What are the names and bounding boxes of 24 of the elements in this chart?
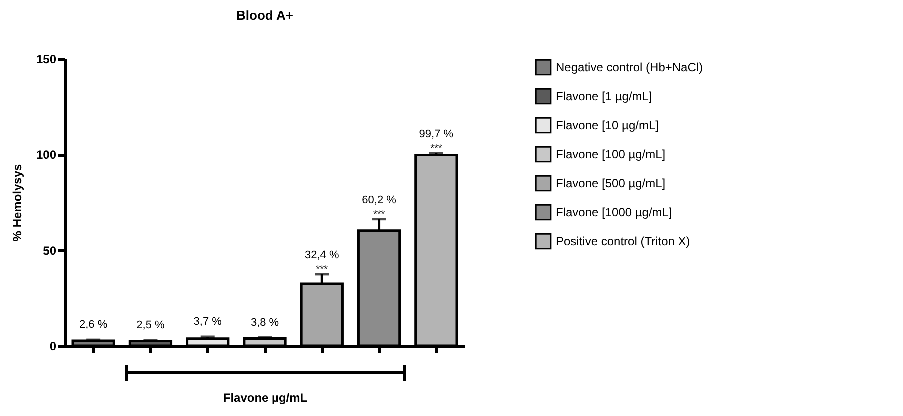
- legend-label: Positive control (Triton X): [556, 234, 690, 248]
- data-label: 60,2 %: [362, 194, 397, 206]
- legend-label: Flavone [1000 µg/mL]: [556, 206, 672, 220]
- y-tick-label: 50: [43, 244, 57, 258]
- y-tick-label: 0: [50, 340, 57, 354]
- legend-label: Negative control (Hb+NaCl): [556, 60, 704, 74]
- data-label: 3,8 %: [250, 316, 280, 329]
- annotation: ***: [373, 209, 386, 220]
- y-axis-title: % Hemolysys: [10, 164, 24, 242]
- annotation: ***: [316, 264, 328, 276]
- legend-label: Flavone [500 µg/mL]: [556, 176, 666, 190]
- data-label: 2,6 %: [80, 319, 108, 332]
- legend-label: Flavone [10 µg/mL]: [556, 118, 659, 132]
- y-tick-label: 150: [36, 52, 57, 66]
- legend-label: Flavone [100 µg/mL]: [556, 148, 666, 162]
- y-tick-label: 100: [36, 148, 57, 162]
- legend-label: Flavone [1 µg/mL]: [556, 90, 652, 104]
- data-label: 2,5 %: [136, 319, 165, 332]
- x-axis-title: Flavone µg/mL: [223, 391, 308, 405]
- data-label: 3,7 %: [194, 316, 222, 328]
- chart-title: Blood A+: [236, 8, 294, 23]
- data-label: 32,4 %: [305, 249, 340, 262]
- data-label: 99,7 %: [419, 128, 454, 140]
- annotation: ***: [430, 143, 442, 154]
